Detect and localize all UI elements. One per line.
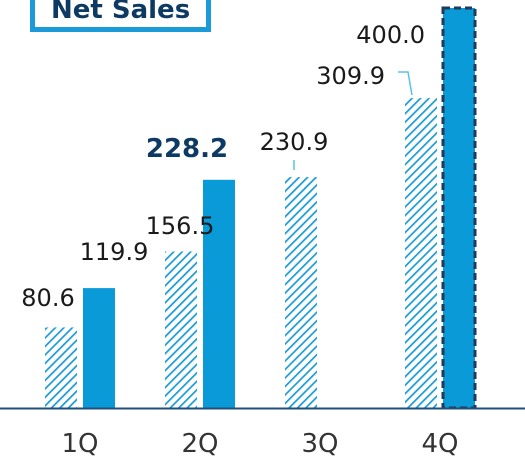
bar-solid-1Q [83, 288, 115, 408]
x-tick-label: 4Q [421, 429, 458, 459]
bar-solid-4Q [441, 6, 477, 410]
bar-hatched-3Q [285, 177, 317, 408]
data-label: 400.0 [356, 21, 425, 49]
x-tick-label: 1Q [61, 429, 98, 459]
data-label: 230.9 [260, 128, 329, 156]
data-label: 309.9 [316, 62, 385, 90]
data-label: 228.2 [146, 134, 228, 164]
data-label: 156.5 [146, 212, 215, 240]
bar-hatched-2Q [165, 251, 197, 408]
axis-layer: 1Q 2Q 3Q 4Q [0, 407, 525, 459]
bar-hatched-4Q [405, 98, 437, 408]
leader-line-4q-hatched [398, 71, 413, 96]
data-label: 119.9 [80, 238, 149, 266]
data-label: 80.6 [21, 284, 74, 312]
chart-title: Net Sales [51, 0, 191, 25]
bars-layer [45, 6, 477, 410]
x-tick-label: 2Q [181, 429, 218, 459]
bar-solid-2Q [203, 179, 235, 408]
bar-hatched-1Q [45, 327, 77, 408]
x-tick-label: 3Q [301, 429, 338, 459]
chart-title-box: Net Sales [30, 0, 212, 32]
